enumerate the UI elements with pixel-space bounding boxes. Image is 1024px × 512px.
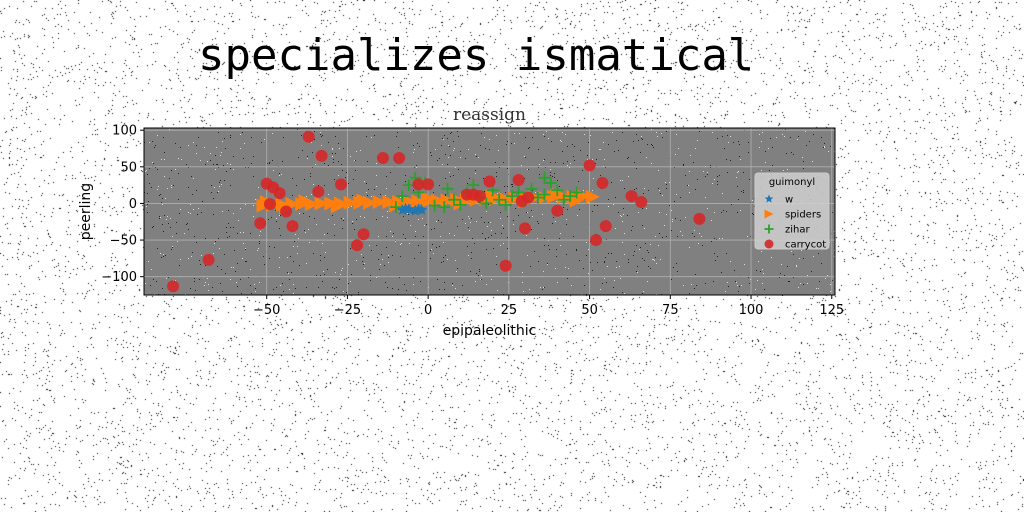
x-tick-label: 50 bbox=[581, 303, 598, 318]
data-point bbox=[557, 193, 570, 206]
data-point bbox=[519, 222, 532, 235]
data-point bbox=[396, 190, 409, 203]
data-point bbox=[493, 193, 506, 206]
data-point bbox=[599, 220, 612, 233]
data-point bbox=[273, 187, 286, 200]
x-tick-label: 25 bbox=[501, 303, 518, 318]
legend-label-zihar: zihar bbox=[785, 225, 810, 236]
data-point bbox=[522, 191, 535, 204]
series-w bbox=[396, 202, 428, 216]
legend-label-spiders: spiders bbox=[785, 210, 821, 221]
data-point bbox=[312, 185, 325, 198]
data-point bbox=[551, 184, 564, 197]
data-points bbox=[167, 130, 706, 293]
data-point bbox=[422, 178, 435, 191]
data-point bbox=[538, 171, 551, 184]
data-point bbox=[389, 201, 402, 214]
data-point bbox=[202, 253, 215, 266]
data-point bbox=[625, 190, 638, 203]
data-point bbox=[399, 202, 412, 214]
series-carrycot bbox=[167, 130, 706, 293]
data-point bbox=[544, 176, 557, 189]
y-tick-label: 0 bbox=[129, 197, 137, 212]
data-point bbox=[357, 228, 370, 241]
data-point bbox=[693, 212, 706, 225]
plot-frame bbox=[143, 127, 836, 296]
data-point bbox=[280, 205, 293, 218]
x-tick-label: 125 bbox=[819, 303, 844, 318]
data-point bbox=[441, 182, 454, 195]
chart-title: reassign bbox=[453, 105, 526, 125]
data-point bbox=[438, 201, 451, 214]
y-tick-label: −100 bbox=[101, 270, 137, 285]
data-point bbox=[585, 189, 600, 204]
data-point bbox=[409, 204, 421, 216]
data-point bbox=[551, 204, 564, 217]
legend-marker-zihar bbox=[764, 224, 774, 234]
plot-area bbox=[144, 128, 835, 295]
data-point bbox=[376, 152, 389, 165]
data-point bbox=[499, 198, 512, 211]
data-point bbox=[428, 199, 441, 212]
x-tick-label: −50 bbox=[253, 303, 280, 318]
legend-label-w: w bbox=[785, 195, 793, 206]
data-point bbox=[564, 190, 577, 203]
data-point bbox=[356, 193, 371, 208]
data-point bbox=[570, 186, 583, 199]
data-point bbox=[512, 174, 525, 187]
figure-title: specializes ismatical bbox=[198, 30, 755, 81]
x-axis: −50 −25 0 25 50 75 100 125 bbox=[253, 295, 844, 318]
legend-marker-w bbox=[764, 194, 774, 203]
x-tick-label: 0 bbox=[424, 303, 432, 318]
data-point bbox=[583, 159, 596, 172]
y-tick-label: −50 bbox=[110, 234, 137, 249]
data-point bbox=[315, 149, 328, 162]
data-point bbox=[412, 203, 425, 215]
data-point bbox=[396, 204, 408, 215]
data-point bbox=[483, 175, 496, 188]
y-tick-label: 50 bbox=[120, 160, 137, 175]
data-point bbox=[263, 198, 276, 211]
data-point bbox=[254, 217, 267, 230]
data-point bbox=[167, 280, 180, 293]
legend: guimonyl w spiders zihar carrycot bbox=[754, 172, 830, 251]
series-zihar bbox=[389, 171, 583, 214]
y-axis-label: peerling bbox=[78, 183, 94, 240]
x-axis-label: epipaleolithic bbox=[443, 323, 537, 339]
data-point bbox=[393, 152, 406, 165]
data-point bbox=[334, 178, 347, 191]
data-point bbox=[286, 220, 299, 233]
data-point bbox=[343, 195, 358, 210]
x-tick-label: 100 bbox=[739, 303, 764, 318]
data-point bbox=[298, 194, 313, 209]
data-point bbox=[635, 195, 648, 208]
data-point bbox=[480, 197, 493, 210]
data-point bbox=[590, 234, 603, 247]
data-point bbox=[412, 178, 425, 191]
data-point bbox=[447, 193, 460, 206]
legend-box bbox=[754, 172, 830, 250]
data-point bbox=[411, 194, 426, 209]
x-tick-label: −25 bbox=[334, 303, 361, 318]
data-point bbox=[499, 259, 512, 272]
data-point bbox=[314, 196, 329, 211]
legend-title: guimonyl bbox=[769, 177, 815, 188]
y-axis: 100 50 0 −50 −100 bbox=[101, 124, 144, 285]
x-tick-label: 75 bbox=[662, 303, 679, 318]
legend-marker-carrycot bbox=[764, 239, 774, 249]
data-point bbox=[372, 194, 387, 209]
data-point bbox=[454, 198, 467, 211]
data-point bbox=[302, 130, 315, 143]
data-point bbox=[421, 191, 436, 206]
data-point bbox=[596, 176, 609, 189]
data-point bbox=[473, 190, 486, 203]
legend-marker-spiders bbox=[764, 209, 774, 219]
data-point bbox=[351, 239, 364, 252]
data-point bbox=[330, 199, 345, 214]
legend-label-carrycot: carrycot bbox=[785, 240, 826, 251]
data-point bbox=[506, 190, 519, 203]
y-tick-label: 100 bbox=[112, 124, 137, 139]
data-point bbox=[538, 188, 551, 201]
